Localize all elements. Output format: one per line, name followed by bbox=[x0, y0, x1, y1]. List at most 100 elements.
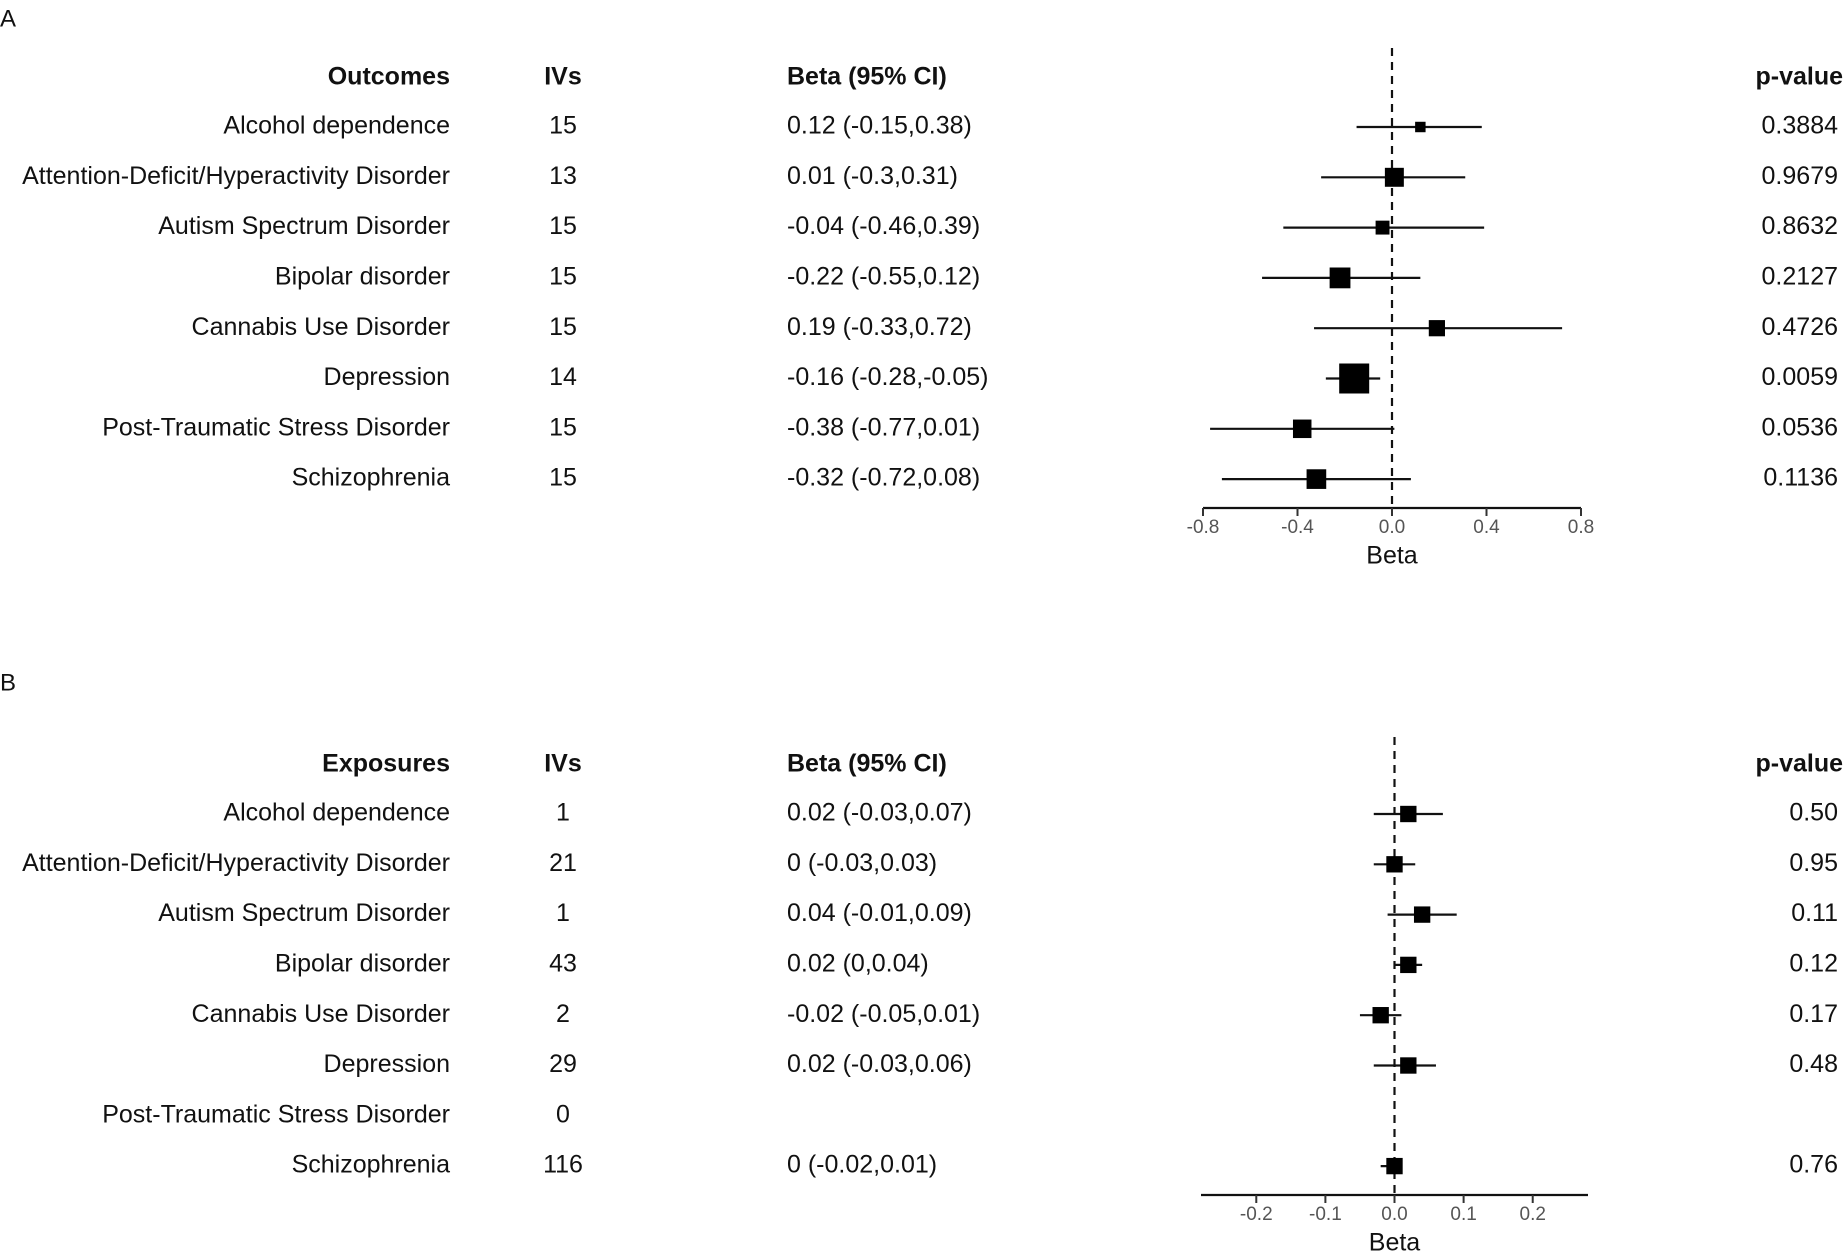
row-name: Bipolar disorder bbox=[275, 263, 450, 291]
x-tick-label: -0.4 bbox=[1281, 517, 1314, 538]
row-ivs: 15 bbox=[549, 313, 577, 341]
row-ivs: 116 bbox=[543, 1151, 583, 1179]
table-row: Depression 14 -0.16 (-0.28,-0.05) 0.0059 bbox=[324, 363, 1838, 394]
row-ivs: 15 bbox=[549, 464, 577, 492]
table-row: Bipolar disorder 15 -0.22 (-0.55,0.12) 0.21… bbox=[275, 263, 1838, 291]
row-p-value: 0.17 bbox=[1789, 1000, 1838, 1028]
row-name: Schizophrenia bbox=[292, 464, 451, 492]
row-p-value: 0.0536 bbox=[1762, 413, 1838, 441]
row-beta-ci: -0.16 (-0.28,-0.05) bbox=[787, 363, 989, 391]
row-name: Cannabis Use Disorder bbox=[192, 313, 450, 341]
row-beta-ci: -0.38 (-0.77,0.01) bbox=[787, 413, 980, 441]
row-beta-ci: 0 (-0.02,0.01) bbox=[787, 1151, 937, 1179]
row-name: Depression bbox=[324, 1050, 450, 1078]
row-p-value: 0.76 bbox=[1789, 1151, 1838, 1179]
row-beta-ci: -0.02 (-0.05,0.01) bbox=[787, 1000, 980, 1028]
row-ivs: 0 bbox=[556, 1100, 570, 1128]
table-row: Attention-Deficit/Hyperactivity Disorder… bbox=[22, 162, 1838, 190]
row-name: Attention-Deficit/Hyperactivity Disorder bbox=[22, 849, 450, 877]
row-ivs: 15 bbox=[549, 212, 577, 240]
x-tick-label: 0.4 bbox=[1473, 517, 1500, 538]
point-estimate-square bbox=[1306, 469, 1327, 489]
row-ivs: 21 bbox=[549, 849, 577, 877]
row-beta-ci: 0.02 (-0.03,0.07) bbox=[787, 799, 972, 827]
row-name: Autism Spectrum Disorder bbox=[158, 212, 450, 240]
row-beta-ci: 0.04 (-0.01,0.09) bbox=[787, 899, 972, 927]
row-ivs: 29 bbox=[549, 1050, 577, 1078]
x-tick-label: 0.0 bbox=[1381, 1204, 1407, 1225]
row-beta-ci: 0.19 (-0.33,0.72) bbox=[787, 313, 972, 341]
row-beta-ci: 0.12 (-0.15,0.38) bbox=[787, 112, 972, 140]
row-name: Cannabis Use Disorder bbox=[192, 1000, 450, 1028]
header-beta: Beta (95% CI) bbox=[787, 750, 947, 778]
panel-b: B Exposures IVs Beta (95% CI) p-value Alcohol… bbox=[0, 669, 1843, 1252]
row-beta-ci: -0.32 (-0.72,0.08) bbox=[787, 464, 980, 492]
table-row: Alcohol dependence 1 0.02 (-0.03,0.07) 0.50 bbox=[223, 799, 1838, 827]
row-p-value: 0.0059 bbox=[1762, 363, 1838, 391]
row-ivs: 1 bbox=[556, 799, 570, 827]
row-ivs: 14 bbox=[549, 363, 577, 391]
row-p-value: 0.2127 bbox=[1762, 263, 1838, 291]
row-ivs: 15 bbox=[549, 112, 577, 140]
panel-a: A Outcomes IVs Beta (95% CI) p-value Alcohol … bbox=[0, 5, 1843, 569]
row-beta-ci: 0 (-0.03,0.03) bbox=[787, 849, 937, 877]
point-estimate-square bbox=[1329, 267, 1351, 289]
point-estimate-square bbox=[1339, 363, 1370, 394]
x-tick-label: 0.8 bbox=[1568, 517, 1594, 538]
row-ivs: 15 bbox=[549, 413, 577, 441]
table-row: Autism Spectrum Disorder 15 -0.04 (-0.46,0… bbox=[158, 212, 1838, 240]
point-estimate-square bbox=[1415, 121, 1426, 133]
point-estimate-square bbox=[1292, 419, 1312, 439]
row-p-value: 0.4726 bbox=[1762, 313, 1838, 341]
table-row: Post-Traumatic Stress Disorder 15 -0.38 (-… bbox=[102, 413, 1838, 441]
header-p-value: p-value bbox=[1755, 63, 1843, 91]
row-beta-ci: 0.02 (-0.03,0.06) bbox=[787, 1050, 972, 1078]
row-name: Post-Traumatic Stress Disorder bbox=[102, 413, 450, 441]
header-name: Outcomes bbox=[328, 63, 450, 91]
table-row: Post-Traumatic Stress Disorder 0 bbox=[102, 1100, 570, 1128]
table-row: Schizophrenia 116 0 (-0.02,0.01) 0.76 bbox=[292, 1151, 1838, 1179]
table-row: Schizophrenia 15 -0.32 (-0.72,0.08) 0.1136 bbox=[292, 464, 1838, 492]
row-name: Post-Traumatic Stress Disorder bbox=[102, 1100, 450, 1128]
x-axis-title: Beta bbox=[1366, 542, 1418, 570]
row-ivs: 2 bbox=[556, 1000, 570, 1028]
panel-label: A bbox=[0, 5, 16, 32]
row-p-value: 0.11 bbox=[1791, 899, 1838, 927]
table-row: Cannabis Use Disorder 15 0.19 (-0.33,0.72)… bbox=[192, 313, 1838, 341]
header-p-value: p-value bbox=[1755, 750, 1843, 778]
table-row: Cannabis Use Disorder 2 -0.02 (-0.05,0.01)… bbox=[192, 1000, 1838, 1028]
row-p-value: 0.12 bbox=[1789, 950, 1838, 978]
row-p-value: 0.48 bbox=[1789, 1050, 1838, 1078]
point-estimate-square bbox=[1400, 805, 1417, 823]
row-ivs: 13 bbox=[549, 162, 577, 190]
row-beta-ci: 0.02 (0,0.04) bbox=[787, 950, 929, 978]
row-p-value: 0.9679 bbox=[1762, 162, 1838, 190]
header-ivs: IVs bbox=[544, 63, 582, 91]
x-axis-title: Beta bbox=[1369, 1229, 1421, 1252]
row-beta-ci: -0.04 (-0.46,0.39) bbox=[787, 212, 980, 240]
panel-label: B bbox=[0, 669, 16, 696]
table-row: Autism Spectrum Disorder 1 0.04 (-0.01,0.0… bbox=[158, 899, 1838, 927]
x-tick-label: -0.2 bbox=[1240, 1204, 1273, 1225]
row-p-value: 0.95 bbox=[1789, 849, 1838, 877]
point-estimate-square bbox=[1384, 167, 1404, 187]
point-estimate-square bbox=[1400, 1057, 1417, 1074]
row-beta-ci: -0.22 (-0.55,0.12) bbox=[787, 263, 980, 291]
point-estimate-square bbox=[1413, 906, 1431, 923]
point-estimate-square bbox=[1386, 856, 1403, 873]
row-name: Bipolar disorder bbox=[275, 950, 450, 978]
x-tick-label: -0.1 bbox=[1309, 1204, 1342, 1225]
point-estimate-square bbox=[1428, 320, 1445, 337]
row-ivs: 1 bbox=[556, 899, 570, 927]
row-name: Depression bbox=[324, 363, 450, 391]
row-name: Alcohol dependence bbox=[223, 799, 450, 827]
point-estimate-square bbox=[1372, 1007, 1389, 1024]
header-beta: Beta (95% CI) bbox=[787, 63, 947, 91]
table-row: Attention-Deficit/Hyperactivity Disorder… bbox=[22, 849, 1838, 877]
point-estimate-square bbox=[1375, 220, 1390, 235]
row-p-value: 0.50 bbox=[1789, 799, 1838, 827]
x-tick-label: 0.1 bbox=[1450, 1204, 1476, 1225]
header-name: Exposures bbox=[322, 750, 450, 778]
header-ivs: IVs bbox=[544, 750, 582, 778]
